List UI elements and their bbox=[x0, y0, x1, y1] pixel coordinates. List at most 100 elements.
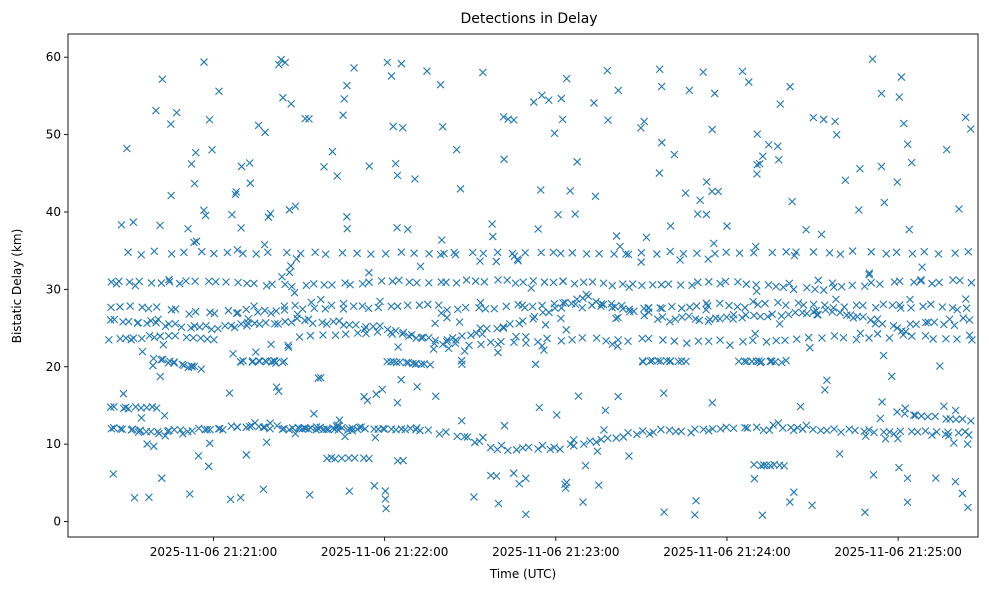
data-point bbox=[743, 424, 752, 432]
data-point bbox=[640, 311, 649, 320]
data-point bbox=[372, 390, 381, 399]
data-point bbox=[475, 303, 483, 312]
data-point bbox=[677, 427, 686, 436]
data-point bbox=[749, 248, 758, 257]
data-point bbox=[194, 451, 203, 460]
data-point bbox=[950, 321, 959, 330]
data-point bbox=[237, 223, 245, 232]
data-point bbox=[885, 428, 894, 436]
data-point bbox=[246, 179, 255, 188]
data-point bbox=[750, 474, 759, 483]
data-point bbox=[544, 96, 553, 105]
data-point bbox=[758, 511, 767, 520]
data-point bbox=[777, 312, 786, 320]
x-tick-label: 2025-11-06 21:21:00 bbox=[150, 545, 277, 559]
data-point bbox=[951, 406, 960, 415]
data-point bbox=[750, 460, 758, 469]
data-point bbox=[608, 340, 617, 349]
data-point bbox=[342, 212, 351, 221]
data-point bbox=[436, 250, 445, 259]
data-point bbox=[889, 321, 898, 330]
data-point bbox=[537, 248, 546, 257]
data-point bbox=[280, 302, 289, 311]
data-point bbox=[781, 336, 789, 345]
data-point bbox=[521, 510, 530, 519]
data-point bbox=[556, 249, 565, 258]
data-point bbox=[752, 280, 761, 289]
data-point bbox=[930, 318, 939, 327]
data-point bbox=[137, 413, 146, 422]
data-point bbox=[556, 445, 564, 454]
data-point bbox=[699, 68, 708, 76]
data-point bbox=[333, 421, 342, 430]
data-point bbox=[149, 442, 158, 451]
x-tick-label: 2025-11-06 21:24:00 bbox=[663, 545, 790, 559]
data-point bbox=[358, 279, 367, 288]
data-point bbox=[284, 341, 293, 350]
data-point bbox=[338, 423, 346, 432]
data-point bbox=[835, 449, 844, 458]
data-point bbox=[148, 403, 157, 411]
data-point bbox=[280, 424, 288, 433]
data-point bbox=[923, 412, 932, 421]
data-point bbox=[345, 487, 354, 496]
data-point bbox=[250, 319, 259, 328]
data-point bbox=[654, 356, 662, 365]
data-point bbox=[837, 282, 846, 291]
data-point bbox=[622, 250, 630, 258]
data-point bbox=[455, 318, 464, 327]
data-point bbox=[588, 301, 596, 310]
data-point bbox=[792, 335, 801, 343]
data-point bbox=[830, 332, 839, 340]
data-point bbox=[500, 421, 509, 430]
data-point bbox=[592, 438, 601, 447]
data-point bbox=[287, 318, 296, 327]
data-point bbox=[116, 425, 125, 433]
data-point bbox=[285, 205, 294, 214]
data-point bbox=[967, 278, 976, 287]
data-point bbox=[399, 328, 408, 337]
data-point bbox=[578, 294, 587, 303]
data-point bbox=[327, 453, 336, 462]
data-point bbox=[788, 197, 797, 206]
data-point bbox=[192, 237, 201, 246]
data-point bbox=[785, 279, 794, 288]
data-point bbox=[273, 421, 282, 430]
data-point bbox=[559, 299, 567, 307]
data-point bbox=[723, 222, 731, 230]
data-point bbox=[692, 302, 701, 310]
data-point bbox=[260, 240, 269, 249]
data-point bbox=[578, 303, 587, 312]
data-point bbox=[877, 89, 886, 98]
data-point bbox=[840, 303, 849, 311]
data-point bbox=[379, 424, 387, 433]
data-point bbox=[397, 375, 406, 384]
data-point bbox=[784, 310, 793, 319]
data-point bbox=[963, 503, 972, 512]
data-point bbox=[308, 319, 317, 328]
data-point bbox=[879, 300, 888, 309]
data-point bbox=[934, 249, 943, 258]
data-point bbox=[741, 423, 749, 432]
data-point bbox=[416, 426, 424, 435]
data-point bbox=[178, 360, 187, 369]
data-point bbox=[666, 247, 675, 256]
data-point bbox=[431, 336, 440, 345]
data-point bbox=[170, 425, 179, 434]
data-point bbox=[239, 356, 247, 365]
data-point bbox=[685, 303, 694, 312]
data-point bbox=[908, 249, 917, 258]
data-point bbox=[708, 398, 717, 407]
data-point bbox=[841, 176, 850, 185]
data-point bbox=[204, 277, 213, 286]
data-point bbox=[670, 150, 679, 159]
data-point bbox=[170, 359, 178, 367]
data-point bbox=[138, 303, 147, 312]
data-point bbox=[521, 248, 530, 257]
data-point bbox=[187, 323, 195, 332]
data-point bbox=[793, 423, 802, 432]
data-point bbox=[397, 59, 406, 68]
data-point bbox=[774, 298, 782, 307]
data-point bbox=[738, 313, 747, 322]
data-point bbox=[124, 248, 132, 257]
